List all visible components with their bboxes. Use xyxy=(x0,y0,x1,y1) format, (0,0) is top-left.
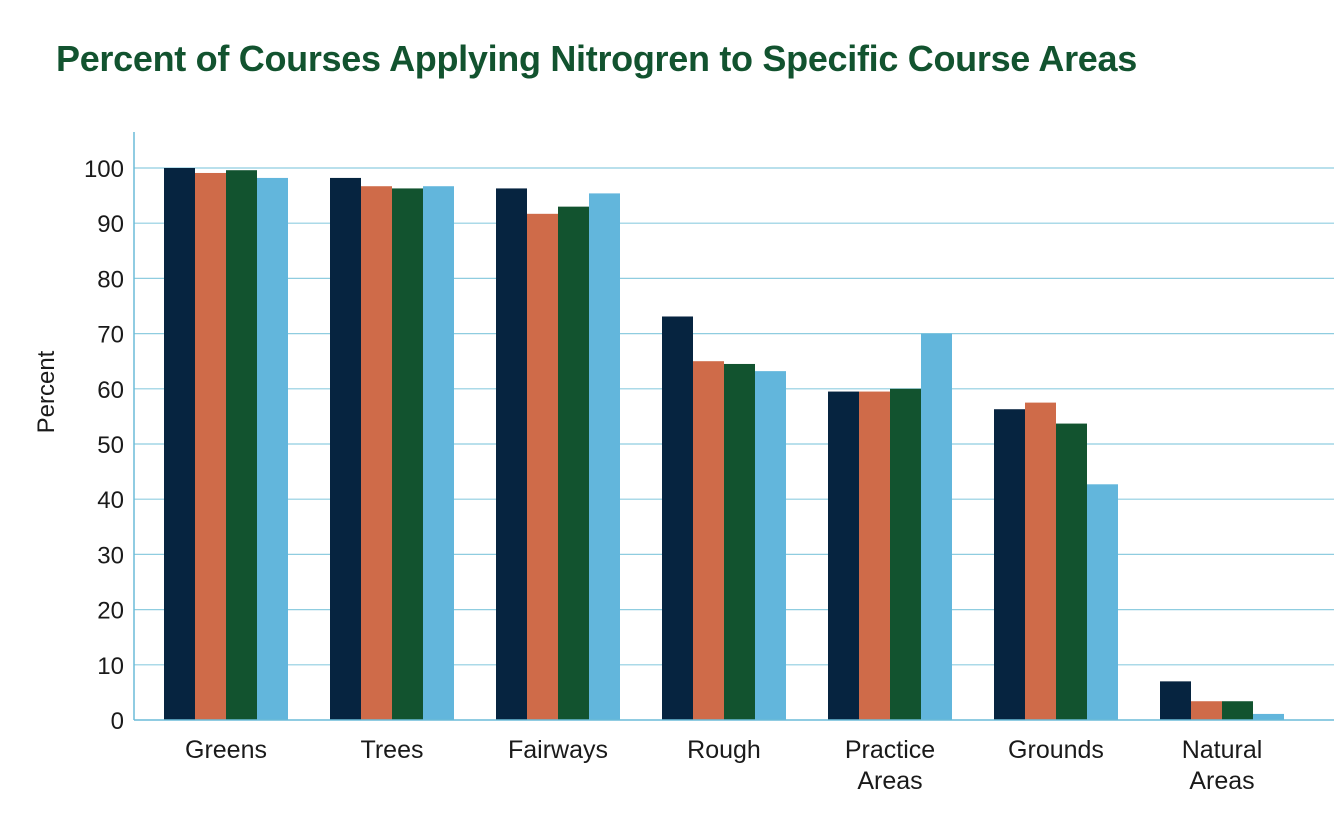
bar-natural-areas-series-2 xyxy=(1191,701,1222,720)
x-tick-label-fairways: Fairways xyxy=(508,736,608,764)
bar-greens-series-1 xyxy=(164,168,195,720)
axes xyxy=(133,132,1334,721)
bar-rough-series-3 xyxy=(724,363,755,720)
bar-rough-series-1 xyxy=(662,316,693,720)
chart-title: Percent of Courses Applying Nitrogren to… xyxy=(56,38,1137,79)
bar-greens-series-2 xyxy=(195,172,226,720)
bar-greens-series-4 xyxy=(257,177,288,720)
y-tick-label-0: 0 xyxy=(111,708,124,735)
bar-grounds-series-1 xyxy=(994,409,1025,720)
bar-practice-areas-series-1 xyxy=(828,391,859,720)
y-tick-labels: 0 10 20 30 40 50 60 70 80 90 100 xyxy=(84,156,124,735)
y-tick-label-10: 10 xyxy=(97,653,124,680)
bar-grounds-series-3 xyxy=(1056,423,1087,720)
x-tick-label-natural-areas: Natural Areas xyxy=(1182,736,1263,795)
y-tick-label-90: 90 xyxy=(97,211,124,238)
y-tick-label-20: 20 xyxy=(97,598,124,625)
bar-practice-areas-series-3 xyxy=(890,388,921,720)
bar-greens-series-3 xyxy=(226,170,257,720)
bar-fairways-series-2 xyxy=(527,213,558,721)
bar-natural-areas-series-3 xyxy=(1222,701,1253,720)
bar-fairways-series-3 xyxy=(558,206,589,720)
bar-rough-series-2 xyxy=(693,361,724,720)
bar-fairways-series-1 xyxy=(496,188,527,720)
bar-trees-series-1 xyxy=(330,177,361,720)
bar-grounds-series-4 xyxy=(1087,484,1118,720)
x-tick-label-greens: Greens xyxy=(185,736,267,764)
y-tick-label-30: 30 xyxy=(97,542,124,569)
y-tick-label-50: 50 xyxy=(97,432,124,459)
bars xyxy=(164,168,1284,721)
y-tick-label-80: 80 xyxy=(97,266,124,293)
x-tick-label-rough: Rough xyxy=(687,736,761,764)
y-axis-title: Percent xyxy=(33,350,60,433)
bar-practice-areas-series-2 xyxy=(859,391,890,720)
y-tick-label-60: 60 xyxy=(97,377,124,404)
x-tick-label-practice-areas: Practice Areas xyxy=(845,736,935,795)
bar-grounds-series-2 xyxy=(1025,402,1056,720)
bar-natural-areas-series-1 xyxy=(1160,681,1191,720)
y-tick-label-70: 70 xyxy=(97,322,124,349)
bar-natural-areas-series-4 xyxy=(1253,713,1284,720)
y-tick-label-40: 40 xyxy=(97,487,124,514)
bar-trees-series-4 xyxy=(423,186,454,720)
bar-rough-series-4 xyxy=(755,371,786,720)
bar-trees-series-3 xyxy=(392,188,423,720)
x-tick-label-grounds: Grounds xyxy=(1008,736,1104,764)
bar-practice-areas-series-4 xyxy=(921,333,952,720)
category-labels: Greens Trees Fairways Rough Practice Areas Gro… xyxy=(185,736,1262,795)
y-tick-label-100: 100 xyxy=(84,156,124,183)
bar-fairways-series-4 xyxy=(589,193,620,721)
x-tick-label-trees: Trees xyxy=(361,736,424,764)
bar-trees-series-2 xyxy=(361,186,392,720)
